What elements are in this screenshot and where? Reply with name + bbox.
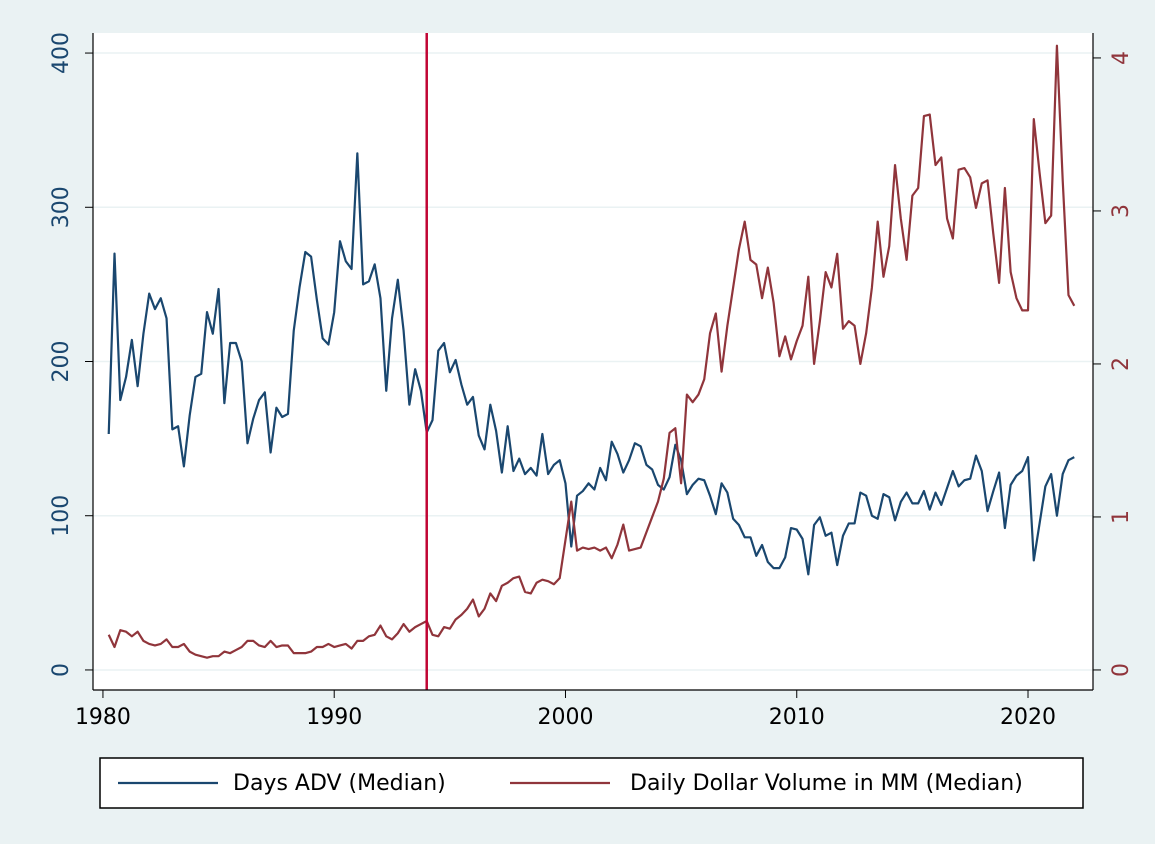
y-tick-label: 200 [49,341,74,383]
x-tick-label: 1990 [306,705,362,730]
x-tick-label: 2010 [769,705,825,730]
y-tick-label: 400 [49,32,74,74]
legend-label: Days ADV (Median) [233,771,446,796]
series-line [107,152,1075,576]
y-tick-label: 0 [49,663,74,677]
legend: Days ADV (Median) Daily Dollar Volume in … [99,757,1084,809]
legend-label: Daily Dollar Volume in MM (Median) [630,771,1023,796]
y-tick-label: 300 [49,186,74,228]
series [107,33,1076,690]
y2-tick-label: 1 [1109,510,1134,524]
grid [93,52,1093,671]
legend-box [99,757,1084,809]
y2-tick-label: 3 [1109,204,1134,218]
y2-tick-label: 0 [1109,663,1134,677]
axes: 0 100 200 300 400 0 1 2 3 4 1980 1990 2000 2010 2020 [49,32,1134,730]
x-tick-label: 1980 [75,705,131,730]
y2-tick-label: 2 [1109,357,1134,371]
series-line [107,44,1076,659]
x-tick-label: 2020 [1000,705,1056,730]
x-tick-label: 2000 [537,705,593,730]
y2-tick-label: 4 [1109,51,1134,65]
y-tick-label: 100 [49,495,74,537]
